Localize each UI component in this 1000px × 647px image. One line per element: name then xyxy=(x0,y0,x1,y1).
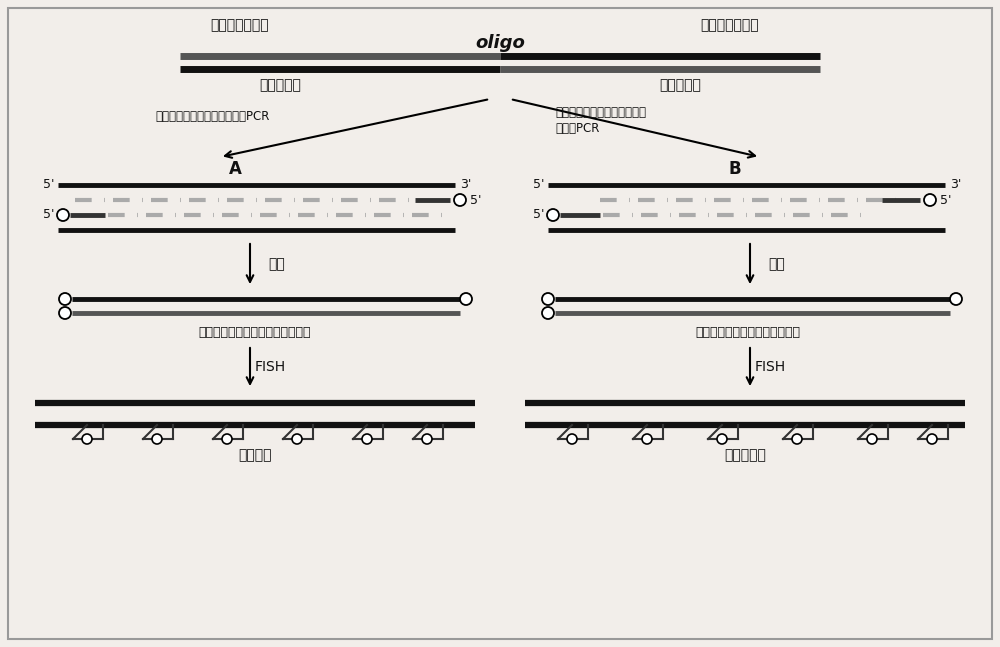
Circle shape xyxy=(542,307,554,319)
Circle shape xyxy=(567,434,577,444)
Circle shape xyxy=(642,434,652,444)
Text: B: B xyxy=(729,160,741,178)
Text: 3': 3' xyxy=(460,179,471,192)
Text: 3': 3' xyxy=(950,179,961,192)
Text: oligo: oligo xyxy=(475,34,525,52)
Text: 每段特异前引物: 每段特异前引物 xyxy=(211,18,269,32)
Circle shape xyxy=(59,307,71,319)
Text: FISH: FISH xyxy=(255,360,286,374)
Circle shape xyxy=(547,209,559,221)
Text: 整体前引物: 整体前引物 xyxy=(259,78,301,92)
Circle shape xyxy=(717,434,727,444)
Circle shape xyxy=(867,434,877,444)
Circle shape xyxy=(362,434,372,444)
Circle shape xyxy=(924,194,936,206)
Text: 整体后引物: 整体后引物 xyxy=(659,78,701,92)
Circle shape xyxy=(454,194,466,206)
Circle shape xyxy=(792,434,802,444)
Circle shape xyxy=(927,434,937,444)
Text: 荧光标记的每段特异的前后引: 荧光标记的每段特异的前后引 xyxy=(555,105,646,118)
Circle shape xyxy=(460,293,472,305)
Text: 全染色体: 全染色体 xyxy=(238,448,272,462)
Text: 纯化: 纯化 xyxy=(768,257,785,271)
Text: 5': 5' xyxy=(534,179,545,192)
Circle shape xyxy=(152,434,162,444)
Circle shape xyxy=(57,209,69,221)
Text: 每段特异后引物: 每段特异后引物 xyxy=(701,18,759,32)
Circle shape xyxy=(950,293,962,305)
Circle shape xyxy=(222,434,232,444)
Text: 5': 5' xyxy=(44,179,55,192)
Circle shape xyxy=(292,434,302,444)
Text: 5': 5' xyxy=(44,208,55,221)
Text: 5': 5' xyxy=(534,208,545,221)
Circle shape xyxy=(82,434,92,444)
Text: 荧光标记的整体前后引物进行PCR: 荧光标记的整体前后引物进行PCR xyxy=(155,111,269,124)
Text: A: A xyxy=(229,160,241,178)
Circle shape xyxy=(542,293,554,305)
Text: FISH: FISH xyxy=(755,360,786,374)
Text: 纯化: 纯化 xyxy=(268,257,285,271)
Circle shape xyxy=(422,434,432,444)
Text: 5': 5' xyxy=(470,193,482,206)
Text: 染色体片段: 染色体片段 xyxy=(724,448,766,462)
Text: 覆盖某一分段的双链寯核苷探针: 覆盖某一分段的双链寯核苷探针 xyxy=(696,327,800,340)
Text: 5': 5' xyxy=(940,193,952,206)
Text: 物进行PCR: 物进行PCR xyxy=(555,122,599,135)
Circle shape xyxy=(59,293,71,305)
Text: 覆盖整条染色体的双链寯核苷探针: 覆盖整条染色体的双链寯核苷探针 xyxy=(199,327,311,340)
